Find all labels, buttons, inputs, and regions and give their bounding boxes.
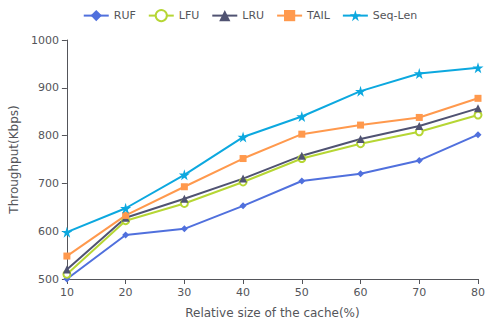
svg-text:40: 40 [236,286,250,299]
svg-text:700: 700 [38,177,59,190]
svg-text:TAIL: TAIL [306,9,331,22]
svg-text:50: 50 [295,286,309,299]
svg-text:80: 80 [471,286,485,299]
svg-text:LFU: LFU [179,9,200,22]
svg-text:60: 60 [354,286,368,299]
svg-text:Relative size of the cache(%): Relative size of the cache(%) [185,306,359,320]
svg-text:Seq-Len: Seq-Len [373,9,417,22]
svg-text:900: 900 [38,81,59,94]
svg-text:70: 70 [412,286,426,299]
svg-text:600: 600 [38,225,59,238]
svg-text:1000: 1000 [31,34,59,47]
svg-text:Throughput(Kbps): Throughput(Kbps) [7,105,21,214]
svg-text:RUF: RUF [114,9,136,22]
svg-text:LRU: LRU [242,9,264,22]
svg-text:10: 10 [60,286,74,299]
svg-text:800: 800 [38,129,59,142]
svg-text:20: 20 [119,286,133,299]
svg-text:500: 500 [38,273,59,286]
svg-text:30: 30 [177,286,191,299]
